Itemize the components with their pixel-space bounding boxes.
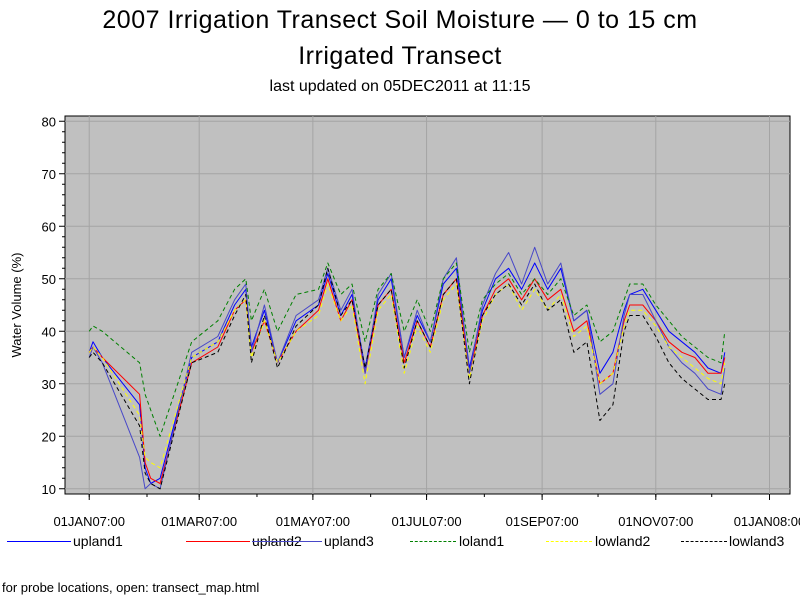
x-tick-label: 01JAN08:00 [734,514,800,529]
plot-area [64,115,791,495]
legend-label: lowland2 [595,533,651,549]
x-tick-label: 01MAR07:00 [161,514,237,529]
x-tick-label: 01MAY07:00 [276,514,350,529]
y-tick-label: 80 [42,114,56,129]
last-updated-text: last updated on 05DEC2011 at 11:15 [269,78,531,95]
chart-subtitle: Irrigated Transect [298,42,502,70]
y-tick-label: 50 [42,272,56,287]
legend-swatch [186,541,250,542]
series-line-lowland3 [88,267,726,490]
y-tick-label: 20 [42,429,56,444]
grid-lines [65,116,790,494]
legend-label: loland1 [459,533,505,549]
series-line-upland3 [88,246,726,490]
legend-swatch [681,541,727,542]
y-axis-label: Water Volume (%) [9,253,24,358]
y-tick-label: 60 [42,219,56,234]
x-tick-label: 01JAN07:00 [53,514,125,529]
footer-note: for probe locations, open: transect_map.… [2,580,260,595]
legend-swatch [410,541,456,542]
x-tick-label: 01SEP07:00 [506,514,579,529]
legend-label: upland3 [324,533,374,549]
series-line-lowland2 [88,283,726,469]
y-tick-label: 70 [42,167,56,182]
x-tick-label: 01NOV07:00 [618,514,693,529]
soil-moisture-chart: 10 20 30 40 50 60 70 80 01JAN07:00 01MAR07:00 01M… [9,114,800,529]
legend-swatch [546,541,592,542]
y-tick-label: 10 [42,482,56,497]
legend-swatch [252,541,322,542]
series-lines [88,246,726,490]
y-tick-label: 30 [42,377,56,392]
x-axis: 01JAN07:00 01MAR07:00 01MAY07:00 01JUL07:00… [53,494,800,529]
legend-label: upland1 [73,533,123,549]
series-line-loland1 [88,262,726,437]
x-tick-label: 01JUL07:00 [392,514,462,529]
y-axis: 10 20 30 40 50 60 70 80 [42,114,65,497]
y-tick-label: 40 [42,324,56,339]
legend-swatch [7,541,71,542]
legend-label: lowland3 [729,533,785,549]
chart-title: 2007 Irrigation Transect Soil Moisture —… [102,6,698,34]
